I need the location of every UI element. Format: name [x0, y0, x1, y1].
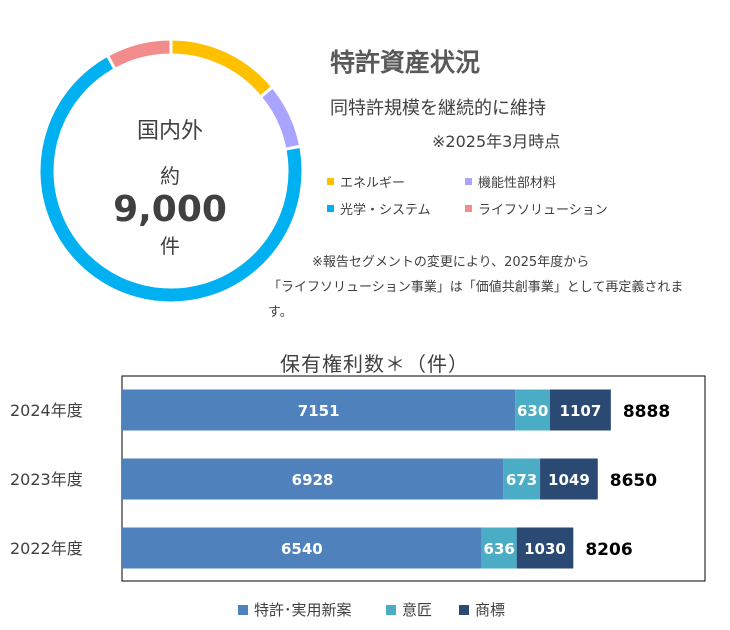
- bar-total-label: 8650: [610, 471, 657, 491]
- note-line-1: ※報告セグメントの変更により、2025年度から: [312, 255, 590, 270]
- bar-segment: [122, 458, 504, 500]
- donut-legend-item: 機能性部材料: [465, 172, 556, 191]
- legend-label: ライフソリューション: [478, 203, 608, 218]
- donut-slice: [105, 37, 173, 72]
- note-line-2: 「ライフソリューション事業」は「価値共創事業」として再定義されます。: [268, 280, 684, 320]
- category-label: 2023年度: [10, 470, 83, 489]
- bar-value-label: 673: [506, 471, 537, 489]
- bar-value-label: 1030: [524, 540, 566, 558]
- donut-center-prefix: 約: [160, 164, 180, 188]
- bar-segment: [549, 389, 611, 431]
- bar-legend-item: 商標: [459, 599, 505, 620]
- donut-slice: [169, 37, 275, 100]
- bar-segment: [515, 389, 550, 431]
- page-subtitle: 同特許規模を継続的に維持: [330, 98, 546, 119]
- bar-value-label: 636: [484, 540, 515, 558]
- legend-swatch: [459, 604, 469, 615]
- donut-legend-item: 光学・システム: [327, 199, 431, 218]
- stacked-bar-chart: 2024年度 7151 630 1107 8888 2023年度 6928 673 1049 86…: [10, 375, 706, 582]
- as-of-date: ※2025年3月時点: [432, 132, 561, 151]
- bar-total-label: 8888: [623, 402, 670, 422]
- page-title: 特許資産状況: [330, 48, 481, 77]
- bar-segment: [122, 389, 516, 431]
- bar-segment: [503, 458, 541, 500]
- bar-value-label: 6540: [281, 540, 323, 558]
- legend-swatch: [465, 178, 472, 185]
- donut-center-suffix: 件: [160, 234, 180, 258]
- legend-swatch: [465, 205, 472, 212]
- legend-label: 商標: [475, 601, 506, 619]
- bar-value-label: 1107: [560, 402, 602, 420]
- bar-value-label: 1049: [548, 471, 590, 489]
- donut-center-number: 9,000: [113, 189, 227, 230]
- donut-center-label: 国内外: [136, 119, 203, 144]
- segment-note: ※報告セグメントの変更により、2025年度から 「ライフソリューション事業」は「…: [268, 250, 708, 325]
- bar-segment: [540, 458, 598, 500]
- bar-legend-item: 意匠: [386, 599, 432, 620]
- bar-legend-item: 特許･実用新案: [238, 599, 352, 620]
- donut-slice: [258, 84, 303, 152]
- legend-swatch: [386, 604, 396, 615]
- legend-label: エネルギー: [340, 176, 406, 191]
- donut-center-total: 約9,000 件: [110, 160, 230, 259]
- bar-segment: [516, 527, 574, 569]
- legend-label: 意匠: [402, 601, 433, 619]
- donut-chart: [37, 37, 305, 305]
- bar-value-label: 6928: [292, 471, 334, 489]
- legend-swatch: [238, 604, 248, 615]
- legend-swatch: [327, 178, 334, 185]
- bar-segment: [481, 527, 517, 569]
- donut-legend-item: エネルギー: [327, 172, 405, 191]
- category-label: 2022年度: [10, 539, 83, 558]
- legend-label: 特許･実用新案: [254, 601, 352, 619]
- bar-segment: [122, 527, 482, 569]
- category-label: 2024年度: [10, 401, 83, 420]
- bar-value-label: 7151: [298, 402, 340, 420]
- bar-chart-title: 保有権利数＊（件）: [280, 352, 469, 376]
- legend-label: 光学・システム: [340, 203, 431, 218]
- legend-label: 機能性部材料: [478, 176, 557, 191]
- bar-value-label: 630: [517, 402, 548, 420]
- legend-swatch: [327, 205, 334, 212]
- donut-legend-item: ライフソリューション: [465, 199, 608, 218]
- bar-total-label: 8206: [585, 540, 632, 560]
